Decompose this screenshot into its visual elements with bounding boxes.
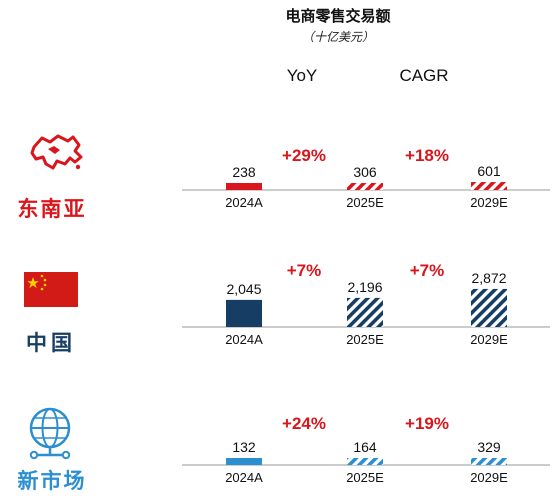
- value-label-china-2024A: 2,045: [226, 281, 261, 297]
- bar-sea-2029E: [471, 182, 507, 190]
- value-label-sea-2029E: 601: [477, 163, 501, 179]
- china-flag-icon: [24, 272, 78, 307]
- value-label-china-2029E: 2,872: [471, 270, 506, 286]
- tick-label-new-markets-2029E: 2029E: [470, 470, 508, 485]
- globe-network-icon: [29, 407, 71, 460]
- bar-sea-2025E: [347, 183, 383, 190]
- tick-label-sea-2025E: 2025E: [346, 195, 384, 210]
- region-label-china: 中国: [26, 330, 76, 355]
- value-label-sea-2024A: 238: [232, 164, 256, 180]
- bar-panels: 238 2024A 306 2025E 601 2029E +29% +18% 2,045 202…: [182, 146, 550, 485]
- value-label-new-markets-2025E: 164: [353, 439, 377, 455]
- cagr-header: CAGR: [399, 66, 448, 85]
- yoy-annotation-china: +7%: [287, 261, 322, 280]
- bar-china-2025E: [347, 297, 383, 327]
- tick-label-china-2025E: 2025E: [346, 332, 384, 347]
- cagr-annotation-china: +7%: [410, 261, 445, 280]
- cagr-annotation-new-markets: +19%: [405, 414, 449, 433]
- tick-label-new-markets-2025E: 2025E: [346, 470, 384, 485]
- value-label-new-markets-2024A: 132: [232, 439, 256, 455]
- cagr-annotation-sea: +18%: [405, 146, 449, 165]
- bar-new-markets-2029E: [471, 458, 507, 465]
- yoy-annotation-new-markets: +24%: [282, 414, 326, 433]
- value-label-new-markets-2029E: 329: [477, 439, 501, 455]
- tick-label-china-2029E: 2029E: [470, 332, 508, 347]
- region-label-sea: 东南亚: [18, 196, 87, 221]
- value-label-sea-2025E: 306: [353, 164, 377, 180]
- bar-sea-2024A: [226, 183, 262, 190]
- tick-label-china-2024A: 2024A: [225, 332, 263, 347]
- chart-subtitle: （十亿美元）: [302, 30, 374, 44]
- southeast-asia-map-icon: [30, 134, 83, 170]
- bar-new-markets-2025E: [347, 458, 383, 465]
- tick-label-new-markets-2024A: 2024A: [225, 470, 263, 485]
- tick-label-sea-2029E: 2029E: [470, 195, 508, 210]
- region-label-new-markets: 新市场: [18, 468, 87, 493]
- yoy-annotation-sea: +29%: [282, 146, 326, 165]
- bar-china-2024A: [226, 299, 262, 327]
- value-label-china-2025E: 2,196: [347, 279, 382, 295]
- bar-new-markets-2024A: [226, 458, 262, 465]
- chart-title: 电商零售交易额: [285, 7, 390, 25]
- yoy-header: YoY: [287, 66, 318, 85]
- bar-china-2029E: [471, 288, 507, 327]
- tick-label-sea-2024A: 2024A: [225, 195, 263, 210]
